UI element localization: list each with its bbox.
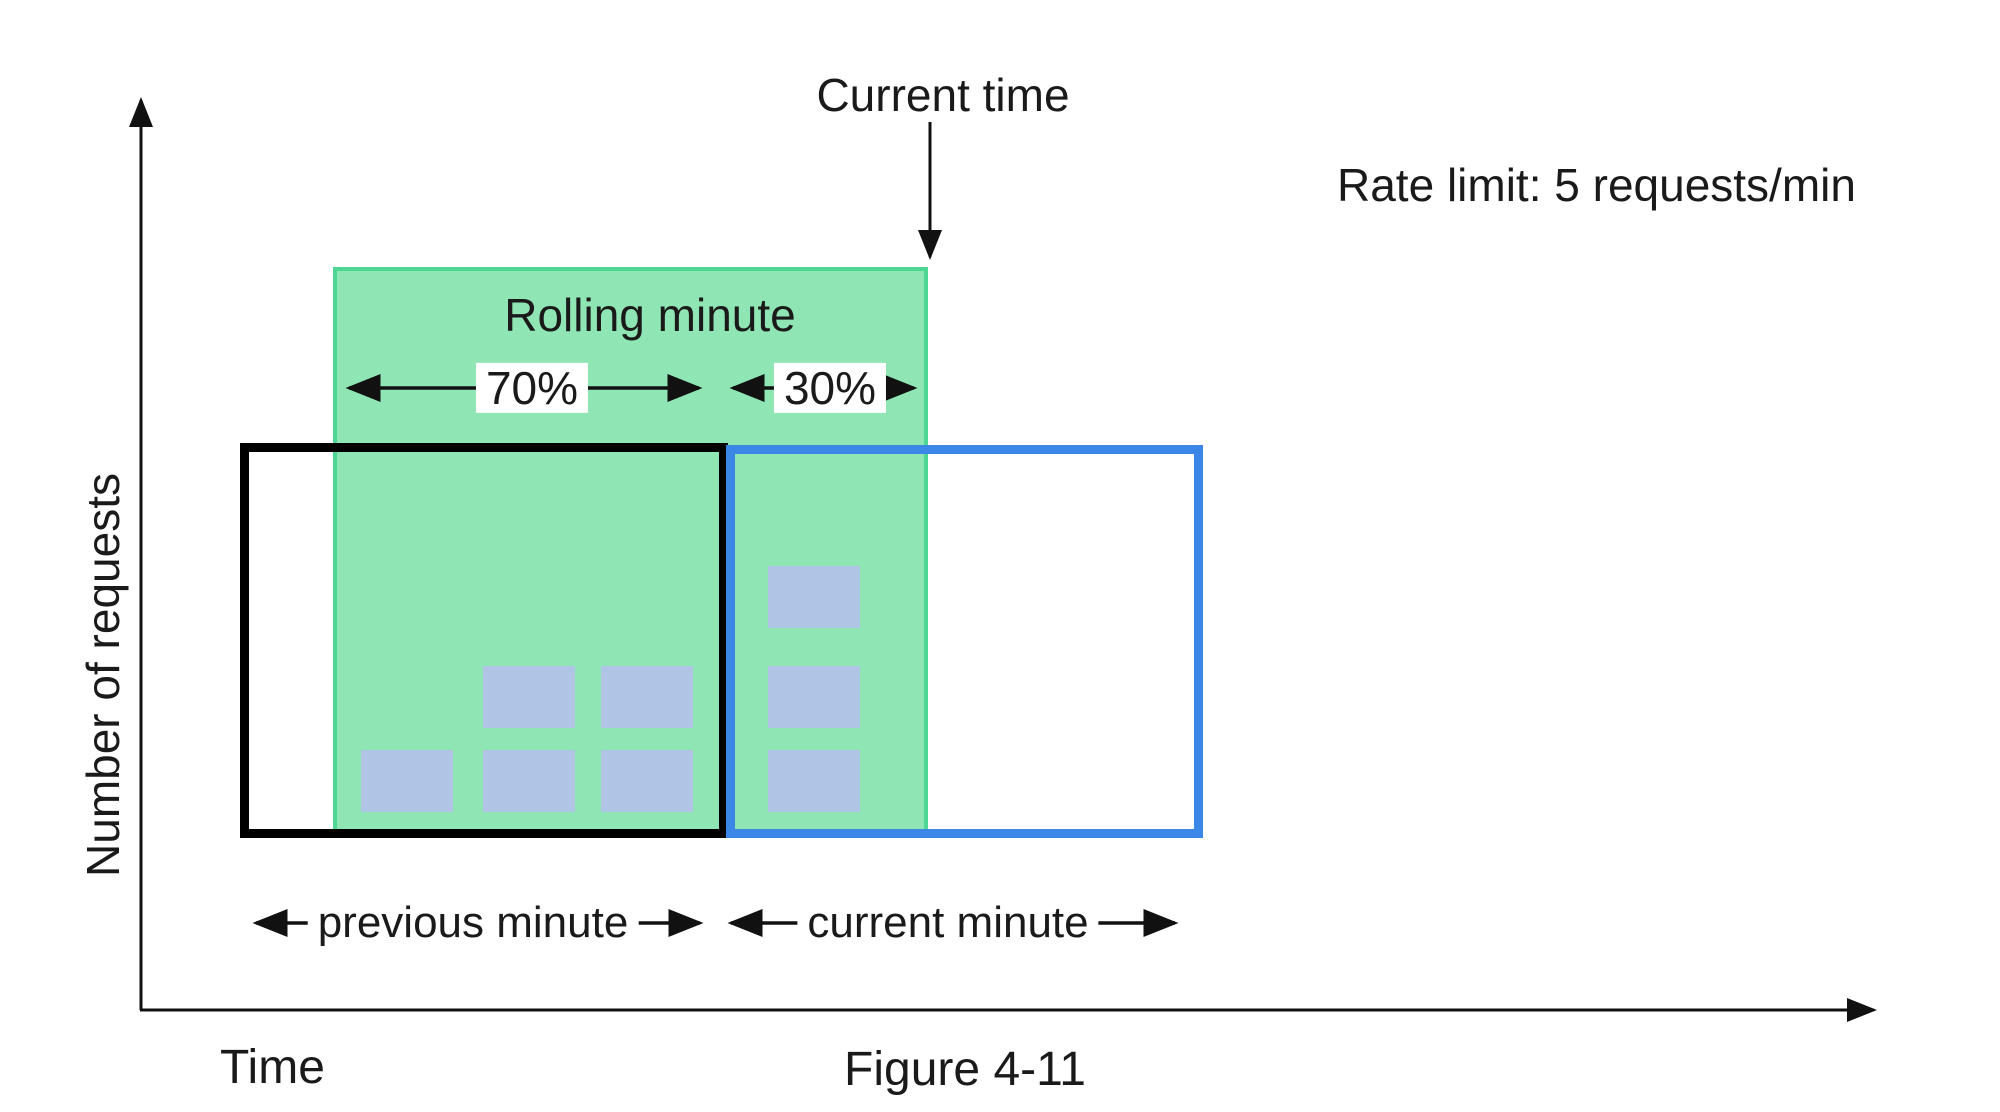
request-block-current-minute [768, 750, 860, 812]
request-block-current-minute [768, 666, 860, 728]
previous-window-pct-label: 70% [475, 362, 589, 414]
rate-limit-label: Rate limit: 5 requests/min [1337, 159, 1856, 211]
current-minute-window [726, 445, 1203, 838]
current-time-label: Current time [816, 68, 1070, 121]
rolling-minute-label: Rolling minute [504, 288, 796, 341]
current-minute-label: current minute [797, 898, 1099, 948]
request-block-current-minute [768, 566, 860, 628]
previous-minute-window [240, 443, 728, 838]
request-block-previous-minute [601, 666, 693, 728]
figure-caption: Figure 4-11 [844, 1042, 1086, 1096]
y-axis-label: Number of requests [76, 473, 129, 877]
current-window-pct-label: 30% [773, 362, 887, 414]
request-block-previous-minute [483, 750, 575, 812]
request-block-previous-minute [601, 750, 693, 812]
previous-minute-label: previous minute [307, 898, 639, 948]
request-block-previous-minute [483, 666, 575, 728]
rolling-minute-window [333, 267, 928, 833]
x-axis-label: Time [220, 1040, 325, 1094]
request-block-previous-minute [361, 750, 453, 812]
